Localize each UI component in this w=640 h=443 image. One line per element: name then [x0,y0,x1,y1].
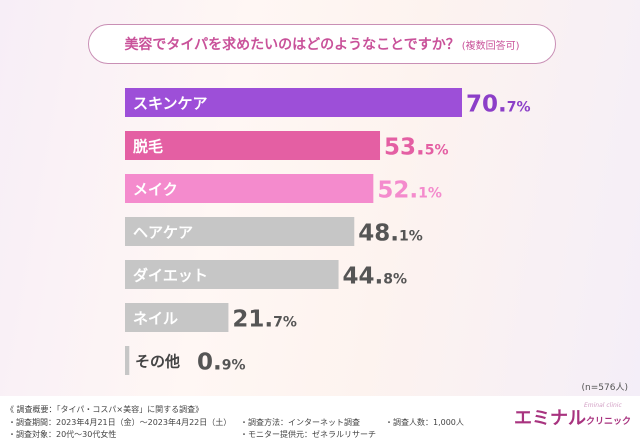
survey-target: ・調査対象：20代〜30代女性 [8,430,117,439]
sample-size-note: (n=576人) [581,383,628,393]
category-label: ダイエット [133,267,208,285]
category-label: 脱毛 [133,138,163,156]
bar-6 [125,346,130,375]
bar-4 [125,260,339,289]
logo-english: Eminal clinic [584,402,622,409]
value-label: 52.1% [377,178,442,204]
category-label: スキンケア [133,95,208,113]
survey-provider: ・モニター提供元：ゼネラルリサーチ [240,430,376,439]
category-label: その他 [135,353,180,371]
logo: エミナルクリニック [514,410,634,428]
survey-period: ・調査期間：2023年4月21日（金）〜2023年4月22日（土） [8,418,232,427]
category-label: メイク [133,181,178,199]
title-text: 美容でタイパを求めたいのはどのようなことですか？ [124,37,460,53]
subtitle-text: (複数回答可) [461,40,520,52]
value-label: 53.5% [384,135,449,161]
value-label: 44.8% [343,264,408,290]
category-label: ヘアケア [133,224,193,242]
bar-5 [125,303,229,332]
survey-count: ・調査人数：1,000人 [385,418,464,427]
survey-summary: 《 調査概要：「タイパ・コスパ×美容」に関する調査》 [6,405,204,414]
logo-sub: クリニック [586,417,632,427]
bar-0 [125,88,462,117]
value-label: 70.7% [466,92,531,118]
value-label: 48.1% [358,221,423,247]
value-label: 21.7% [232,307,297,333]
value-label: 0.9% [197,350,246,376]
bar-2 [125,174,374,203]
survey-method: ・調査方法：インターネット調査 [240,418,360,427]
category-label: ネイル [133,310,178,328]
bar-1 [125,131,381,160]
footer: 《 調査概要：「タイパ・コスパ×美容」に関する調査》 ・調査期間：2023年4月… [0,396,640,443]
chart-title: 美容でタイパを求めたいのはどのようなことですか？ (複数回答可) [88,24,556,64]
logo-main: エミナル [514,408,586,429]
bar-3 [125,217,355,246]
